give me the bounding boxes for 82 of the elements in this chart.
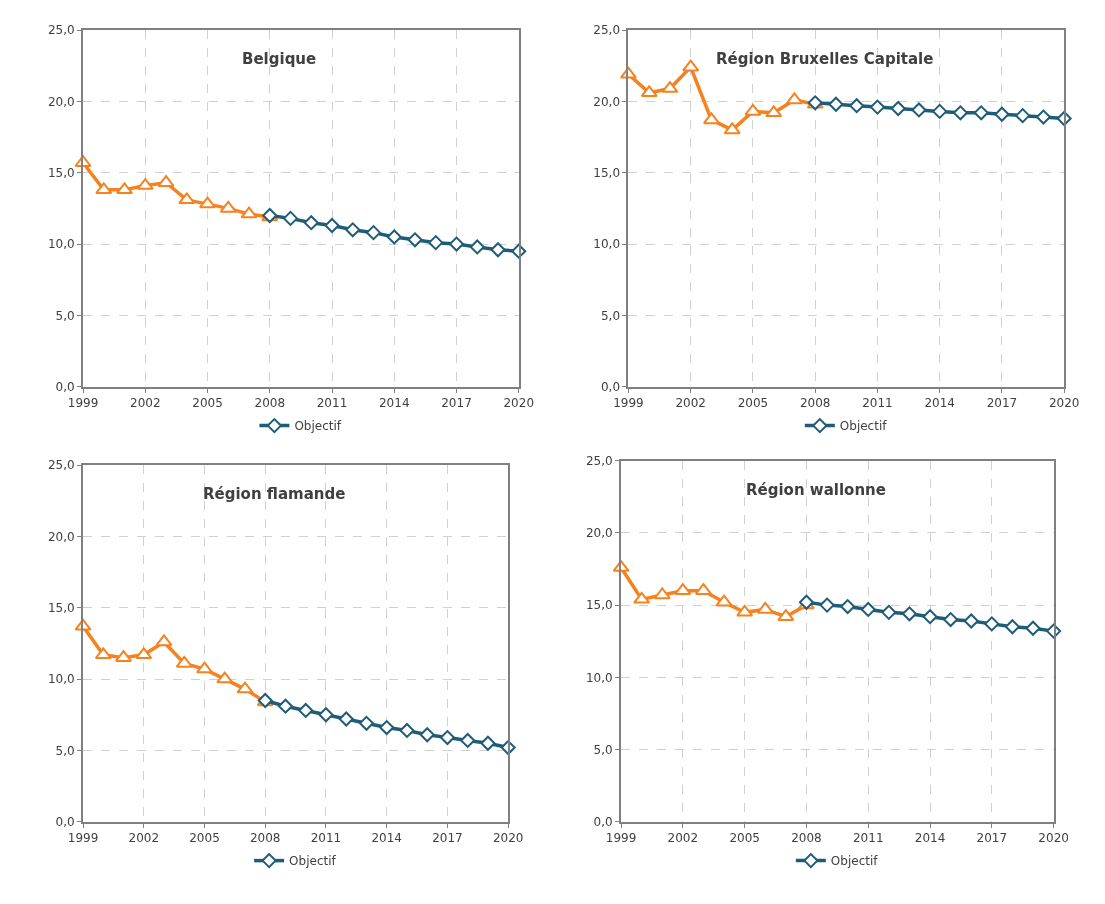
- point: [480, 735, 496, 751]
- point: [135, 647, 153, 660]
- y-tick-label: 20,0: [47, 94, 75, 109]
- y-tick-label: 5,0: [55, 743, 75, 758]
- y-tick-label: 20,0: [593, 94, 621, 109]
- y-tick-label: 15,0: [47, 600, 75, 615]
- x-tick-label: 1999: [613, 396, 644, 411]
- legend-label: Objectif: [294, 419, 342, 434]
- x-tick-label: 2011: [310, 831, 342, 846]
- point: [379, 720, 395, 736]
- x-tick-label: 1999: [67, 831, 99, 846]
- legend-label: Objectif: [289, 854, 337, 869]
- point: [277, 698, 293, 714]
- x-tick-label: 2011: [862, 396, 893, 411]
- y-tick-label: 0,0: [593, 814, 613, 829]
- x-tick-label: 2008: [791, 831, 822, 846]
- y-tick-label: 20,0: [47, 529, 75, 544]
- x-tick-label: 2014: [371, 831, 402, 846]
- point: [196, 661, 214, 674]
- x-tick-label: 2020: [492, 831, 524, 846]
- x-tick-label: 2002: [667, 831, 699, 846]
- point: [439, 730, 455, 746]
- y-tick-label: 25,0: [585, 453, 613, 468]
- y-tick-label: 10,0: [47, 672, 75, 687]
- x-tick-label: 2002: [675, 396, 706, 411]
- x-tick-label: 2014: [924, 396, 955, 411]
- x-tick-label: 1999: [605, 831, 637, 846]
- point: [94, 647, 112, 660]
- x-tick-label: 2002: [128, 831, 160, 846]
- point: [175, 655, 193, 668]
- y-tick-label: 25,0: [593, 23, 621, 38]
- x-tick-label: 2017: [441, 396, 472, 411]
- x-tick-label: 2005: [189, 831, 220, 846]
- legend-label: Objectif: [839, 419, 888, 434]
- x-tick-label: 2005: [729, 831, 760, 846]
- y-tick-label: 5,0: [55, 308, 75, 323]
- point: [419, 727, 435, 743]
- x-tick-label: 2014: [378, 396, 410, 411]
- y-tick-label: 25,0: [47, 458, 75, 473]
- point: [358, 715, 374, 731]
- x-tick-label: 2020: [1048, 396, 1080, 411]
- text: Belgique: [242, 50, 317, 68]
- point: [338, 711, 354, 727]
- x-tick-label: 2008: [249, 831, 281, 846]
- y-tick-label: 10,0: [593, 237, 621, 252]
- y-tick-label: 15,0: [593, 165, 621, 180]
- x-tick-label: 1999: [67, 396, 99, 411]
- x-tick-label: 2017: [432, 831, 463, 846]
- y-tick-label: 0,0: [55, 379, 75, 394]
- x-tick-label: 2005: [192, 396, 223, 411]
- x-tick-label: 2011: [852, 831, 884, 846]
- x-tick-label: 2002: [130, 396, 161, 411]
- x-tick-label: 2008: [799, 396, 831, 411]
- y-tick-label: 0,0: [55, 814, 75, 829]
- point: [399, 722, 415, 738]
- x-tick-label: 2005: [737, 396, 769, 411]
- point: [155, 634, 173, 647]
- y-tick-label: 10,0: [585, 670, 613, 685]
- text: Région wallonne: [746, 481, 886, 499]
- x-tick-label: 2014: [914, 831, 946, 846]
- y-tick-label: 25,0: [47, 23, 75, 38]
- point: [460, 732, 476, 748]
- point: [216, 671, 234, 684]
- y-tick-label: 15,0: [585, 598, 613, 613]
- y-tick-label: 0,0: [600, 379, 621, 394]
- y-tick-label: 15,0: [47, 165, 75, 180]
- x-tick-label: 2020: [1038, 831, 1069, 846]
- point: [318, 707, 334, 723]
- text: Région flamande: [203, 485, 346, 503]
- y-tick-label: 5,0: [593, 742, 613, 757]
- text: Région Bruxelles Capitale: [716, 50, 934, 68]
- x-tick-label: 2011: [316, 396, 348, 411]
- x-tick-label: 2017: [976, 831, 1008, 846]
- y-tick-label: 5,0: [600, 308, 621, 323]
- x-tick-label: 2020: [503, 396, 535, 411]
- y-tick-label: 20,0: [585, 526, 613, 541]
- legend-label: Objectif: [830, 854, 879, 869]
- x-tick-label: 2017: [986, 396, 1018, 411]
- point: [298, 702, 314, 718]
- y-tick-label: 10,0: [47, 237, 75, 252]
- point: [236, 681, 254, 694]
- x-tick-label: 2008: [254, 396, 286, 411]
